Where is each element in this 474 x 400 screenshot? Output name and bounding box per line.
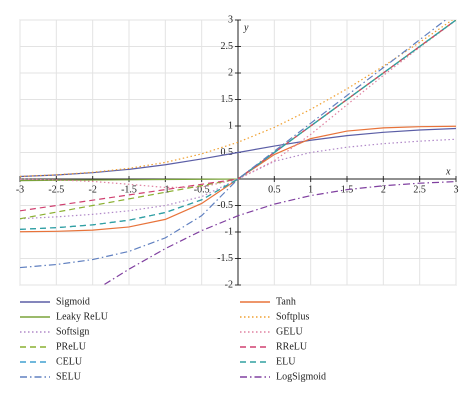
y-tick-label: -0.5 — [217, 200, 233, 211]
series-line — [20, 20, 454, 178]
legend-label: Softplus — [276, 311, 309, 322]
y-tick-label: -2 — [225, 279, 233, 290]
legend-label: GELU — [276, 326, 303, 337]
x-tick-label: 2 — [381, 184, 386, 195]
x-tick-label: -1 — [161, 184, 169, 195]
y-tick-label: 1 — [228, 120, 233, 131]
legend-label: SELU — [56, 371, 82, 382]
legend-label: Tanh — [276, 296, 296, 307]
series-line — [102, 180, 456, 285]
legend-label: PReLU — [56, 341, 87, 352]
legend-label: RReLU — [276, 341, 308, 352]
x-tick-label: 2.5 — [413, 184, 426, 195]
series-line — [20, 20, 456, 230]
y-tick-label: 0.5 — [221, 147, 234, 158]
legend-label: Softsign — [56, 326, 89, 337]
x-tick-label: -3 — [16, 184, 24, 195]
y-tick-label: -1 — [225, 226, 233, 237]
y-tick-label: -1.5 — [217, 253, 233, 264]
legend-label: ELU — [276, 356, 296, 367]
plot-lines — [20, 20, 456, 285]
legend-label: LogSigmoid — [276, 371, 326, 382]
y-tick-label: 2 — [228, 67, 233, 78]
series-line — [20, 138, 456, 220]
y-tick-label: 1.5 — [221, 94, 234, 105]
series-line — [20, 20, 447, 269]
legend-label: Leaky ReLU — [56, 311, 109, 322]
y-axis-label: y — [243, 22, 249, 33]
series-line — [20, 20, 456, 189]
x-tick-label: -1.5 — [121, 184, 137, 195]
x-tick-label: -2 — [88, 184, 96, 195]
y-tick-label: 3 — [228, 14, 233, 25]
x-tick-label: -0.5 — [194, 184, 210, 195]
y-tick-label: 2.5 — [221, 41, 234, 52]
legend-label: Sigmoid — [56, 296, 90, 307]
x-axis-label: x — [445, 166, 451, 177]
x-tick-label: 0.5 — [268, 184, 281, 195]
x-tick-label: 3 — [454, 184, 459, 195]
legend-label: CELU — [56, 356, 83, 367]
x-tick-label: -2.5 — [48, 184, 64, 195]
x-tick-label: 1 — [308, 184, 313, 195]
